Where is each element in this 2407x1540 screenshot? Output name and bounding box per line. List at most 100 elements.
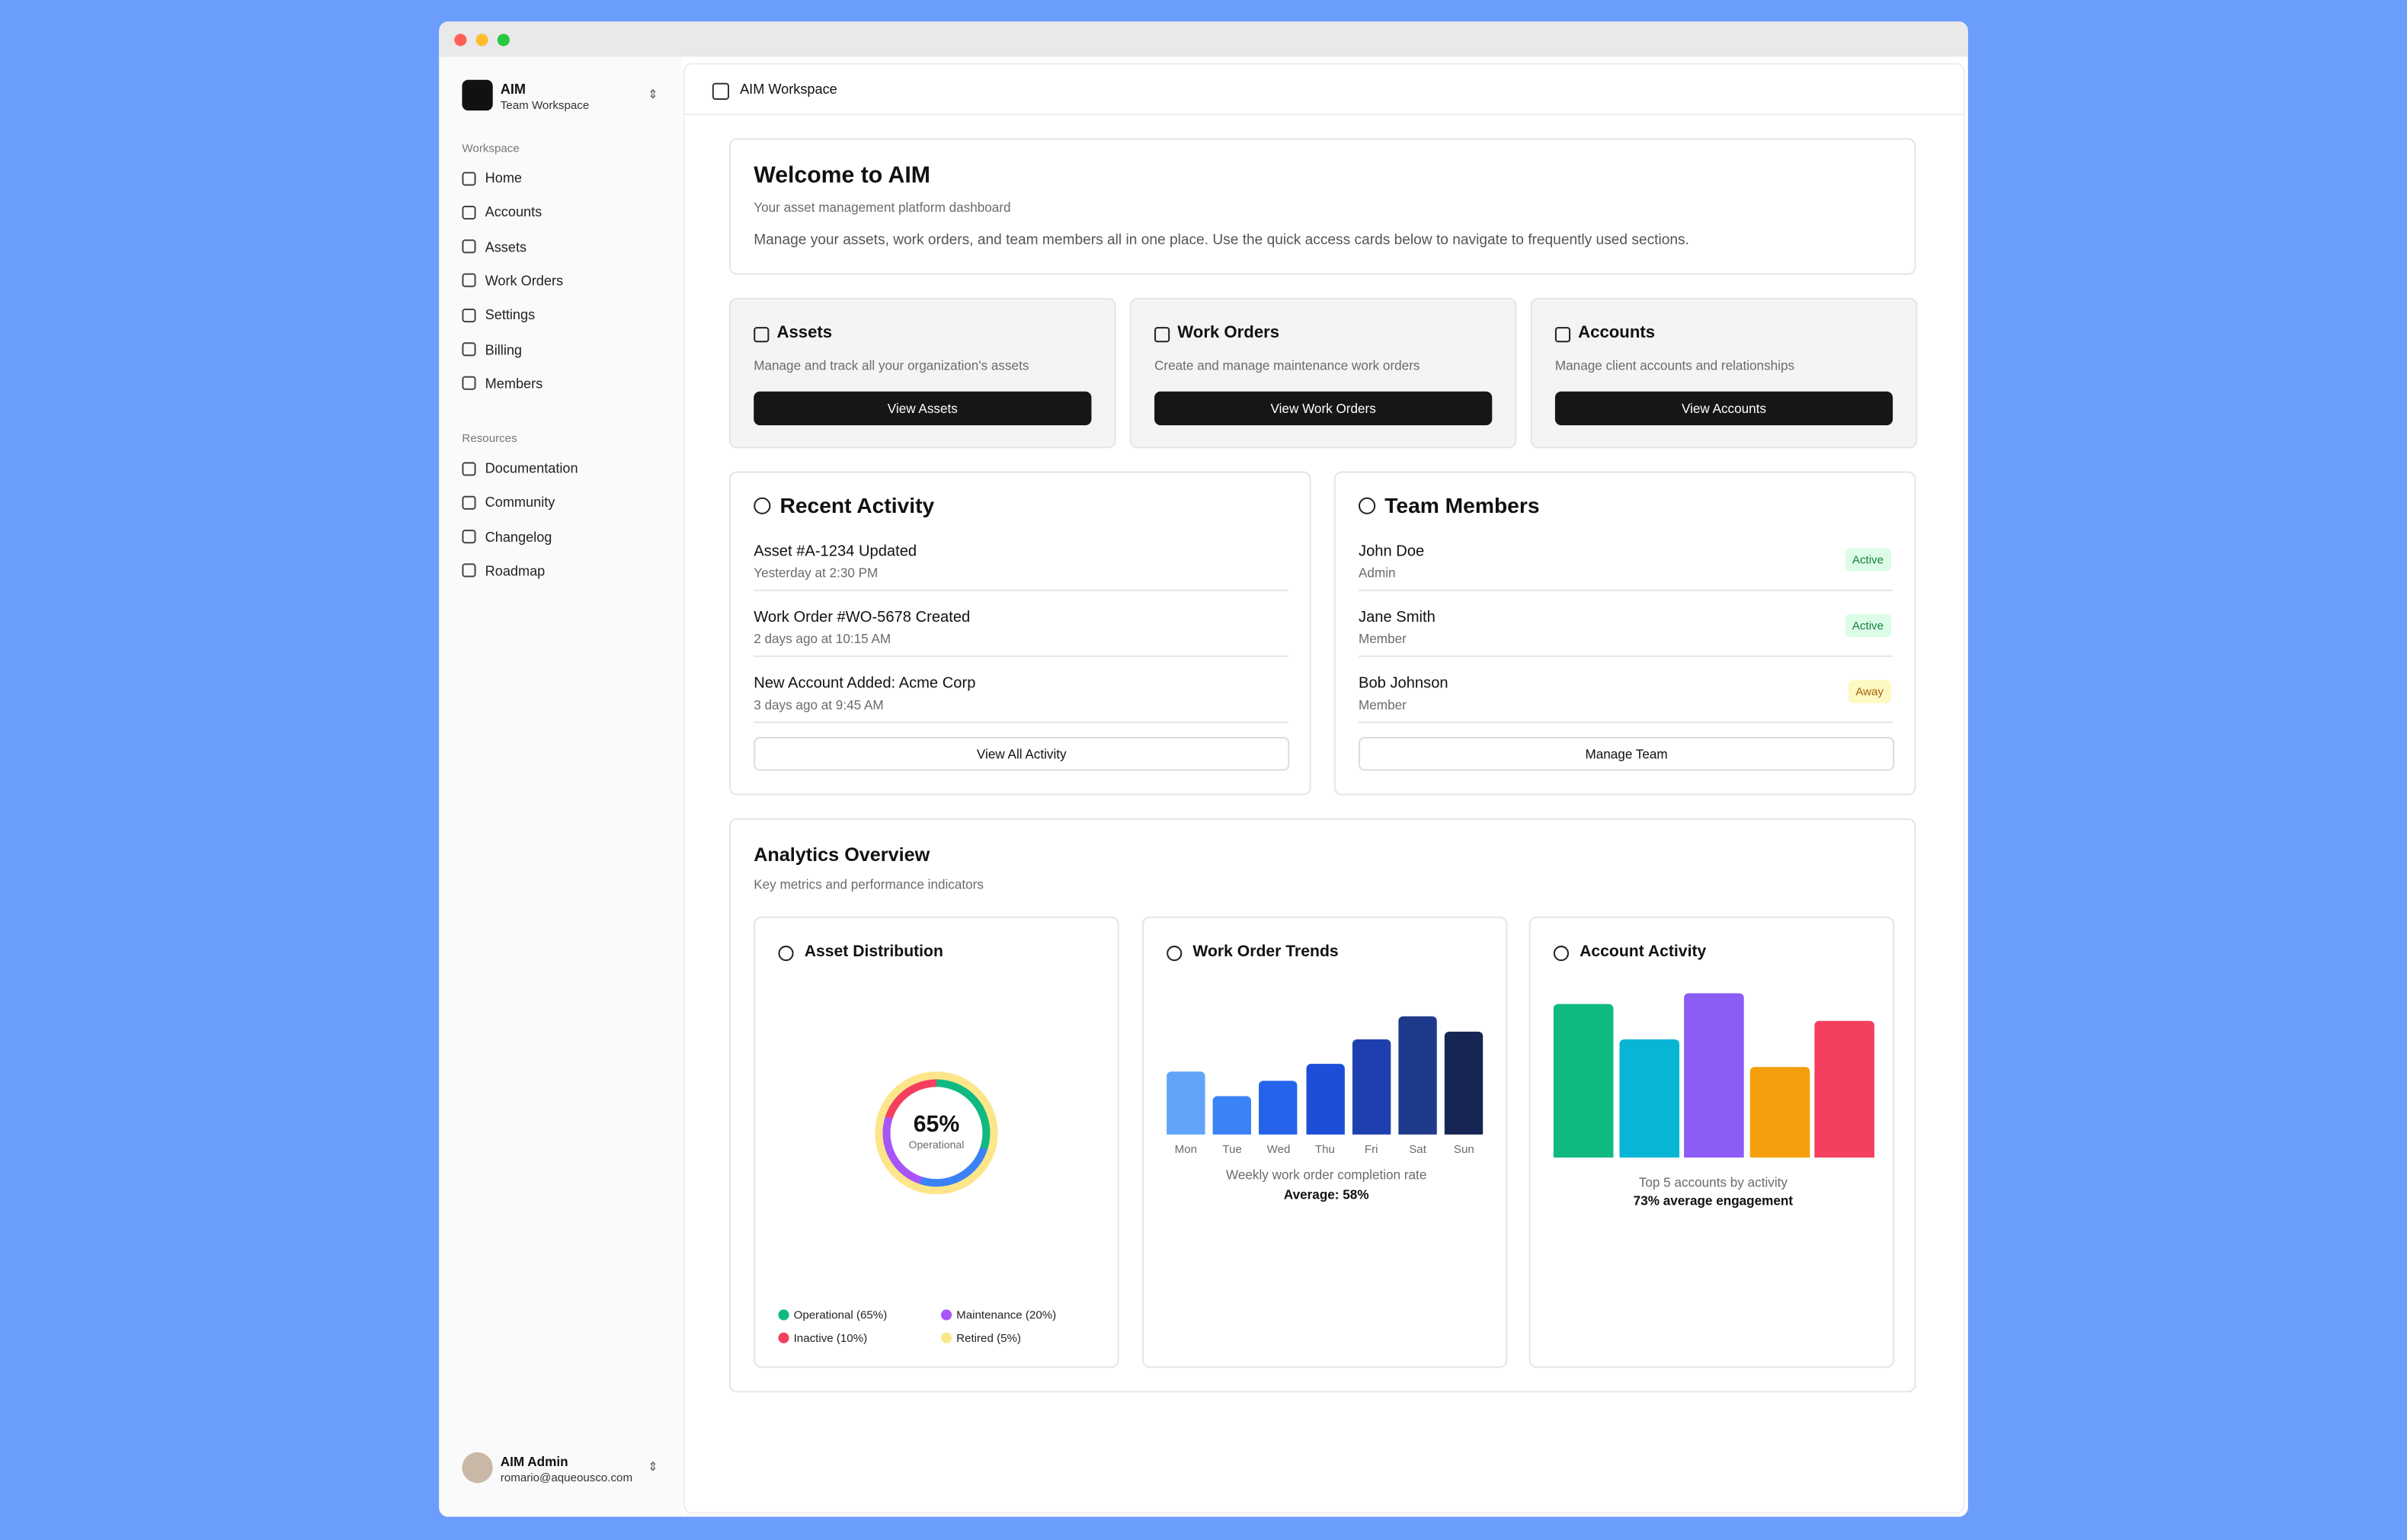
section-button[interactable]: View All Activity (754, 737, 1290, 771)
sidebar: AIM Team Workspace ⇕ Workspace Home Accounts A… (439, 56, 682, 1517)
nav-item[interactable]: Community (462, 495, 555, 510)
bar (1259, 1080, 1298, 1135)
nav-item[interactable]: Home (462, 171, 522, 186)
item-meta: 2 days ago at 10:15 AM (754, 631, 891, 647)
card-description: Manage and track all your organization's… (754, 357, 1029, 373)
asset_distribution-card: Asset Distribution 65% Operational Operatio… (754, 916, 1119, 1369)
section-title: Recent Activity (779, 492, 935, 517)
item-title: Work Order #WO-5678 Created (754, 609, 971, 626)
item-meta: 3 days ago at 9:45 AM (754, 696, 884, 712)
recent_activity-card: Recent Activity Asset #A-1234 Updated Yest… (728, 471, 1311, 796)
zoom-dot[interactable] (497, 34, 510, 46)
nav-item[interactable]: Work Orders (462, 273, 564, 289)
section-button[interactable]: Manage Team (1359, 737, 1895, 771)
group-label: Resources (462, 431, 517, 446)
section-icon (1359, 497, 1376, 514)
card-description: Create and manage maintenance work order… (1154, 357, 1420, 373)
item-title: Asset #A-1234 Updated (754, 543, 917, 561)
card-description: Manage client accounts and relationships (1554, 357, 1795, 373)
analytics-subtitle: Key metrics and performance indicators (754, 876, 984, 892)
nav-icon (462, 342, 476, 357)
nav-item[interactable]: Assets (462, 239, 527, 255)
close-dot[interactable] (454, 34, 467, 46)
team-card: Team Members John Doe Admin Active Jane Smit… (1333, 471, 1916, 796)
card-button[interactable]: View Work Orders (1154, 391, 1493, 426)
bar (1212, 1096, 1252, 1135)
nav-item[interactable]: Changelog (462, 529, 552, 544)
x-label: Sun (1453, 1141, 1474, 1157)
main-area: AIM Workspace Welcome to AIM Your asset ma… (683, 62, 1965, 1514)
nav-item[interactable]: Accounts (462, 205, 542, 220)
bar (1814, 1021, 1874, 1158)
minimize-dot[interactable] (475, 34, 488, 46)
card-title: Accounts (1578, 324, 1656, 343)
status-badge: Active (1844, 613, 1892, 638)
user-menu[interactable]: AIM Admin romario@aqueousco.com ⇕ (462, 1449, 661, 1486)
card-icon (1554, 327, 1571, 343)
card-button[interactable]: View Accounts (1554, 391, 1893, 426)
item-meta: Member (1359, 631, 1407, 647)
bar (1618, 1039, 1679, 1158)
chevron: ⇕ (648, 87, 658, 101)
divider (754, 589, 1288, 591)
analytics-card: Analytics Overview Key metrics and perfor… (728, 818, 1916, 1393)
nav-label: Changelog (485, 529, 552, 545)
nav-icon (462, 530, 476, 544)
nav-icon (462, 564, 476, 578)
chart-icon (1553, 946, 1570, 962)
card-title: Assets (776, 324, 833, 343)
x-label: Wed (1266, 1141, 1291, 1157)
header-divider (684, 114, 1964, 116)
legend-label: Retired (5%) (956, 1330, 1021, 1345)
divider (1359, 721, 1893, 723)
chart-title: Work Order Trends (1192, 943, 1339, 962)
x-label: Mon (1174, 1141, 1198, 1157)
x-label: Fri (1364, 1141, 1378, 1157)
nav-icon (462, 308, 476, 322)
workspace-switcher[interactable]: AIM Team Workspace ⇕ (462, 79, 661, 114)
legend-swatch (941, 1309, 952, 1321)
nav-label: Billing (485, 341, 523, 357)
section-icon (754, 497, 771, 514)
nav-label: Work Orders (485, 273, 564, 289)
sidebar-toggle[interactable] (712, 82, 729, 100)
divider (754, 721, 1288, 723)
nav-item[interactable]: Roadmap (462, 563, 545, 578)
nav-label: Documentation (485, 460, 578, 476)
nav-label: Settings (485, 307, 536, 323)
user-email: romario@aqueousco.com (500, 1471, 633, 1485)
header-title: AIM Workspace (740, 81, 837, 97)
work_order_trends-card: Work Order Trends Mon Tue Wed Thu Fri Sat Sun We… (1141, 916, 1508, 1369)
nav-item[interactable]: Settings (462, 307, 535, 322)
quick-card: Assets Manage and track all your organiza… (728, 297, 1116, 449)
nav-label: Community (485, 495, 555, 511)
status-badge: Away (1848, 680, 1892, 703)
nav-label: Home (485, 170, 523, 186)
item-title: Jane Smith (1359, 609, 1436, 626)
card-icon (1154, 327, 1170, 343)
nav-label: Accounts (485, 204, 543, 220)
nav-item[interactable]: Documentation (462, 460, 578, 476)
chart-caption: Weekly work order completion rate (1226, 1167, 1427, 1183)
group-label: Workspace (462, 141, 520, 155)
item-title: New Account Added: Acme Corp (754, 675, 976, 693)
browser-window: AIM Team Workspace ⇕ Workspace Home Accounts A… (439, 21, 1968, 1517)
bar (1352, 1039, 1391, 1135)
nav-item[interactable]: Members (462, 376, 543, 391)
item-meta: Admin (1359, 565, 1396, 581)
title-bar (439, 21, 1968, 57)
divider (754, 655, 1288, 658)
welcome-text: Manage your assets, work orders, and tea… (754, 232, 1689, 249)
item-meta: Member (1359, 696, 1407, 712)
bar (1167, 1071, 1205, 1135)
card-title: Work Orders (1177, 324, 1280, 343)
nav-item[interactable]: Billing (462, 341, 522, 357)
x-label: Sat (1409, 1141, 1426, 1157)
account_activity-card: Account Activity Top 5 accounts by activi… (1528, 916, 1895, 1369)
chart-summary: 73% average engagement (1633, 1193, 1794, 1209)
nav-label: Roadmap (485, 563, 546, 579)
card-button[interactable]: View Assets (754, 391, 1092, 426)
